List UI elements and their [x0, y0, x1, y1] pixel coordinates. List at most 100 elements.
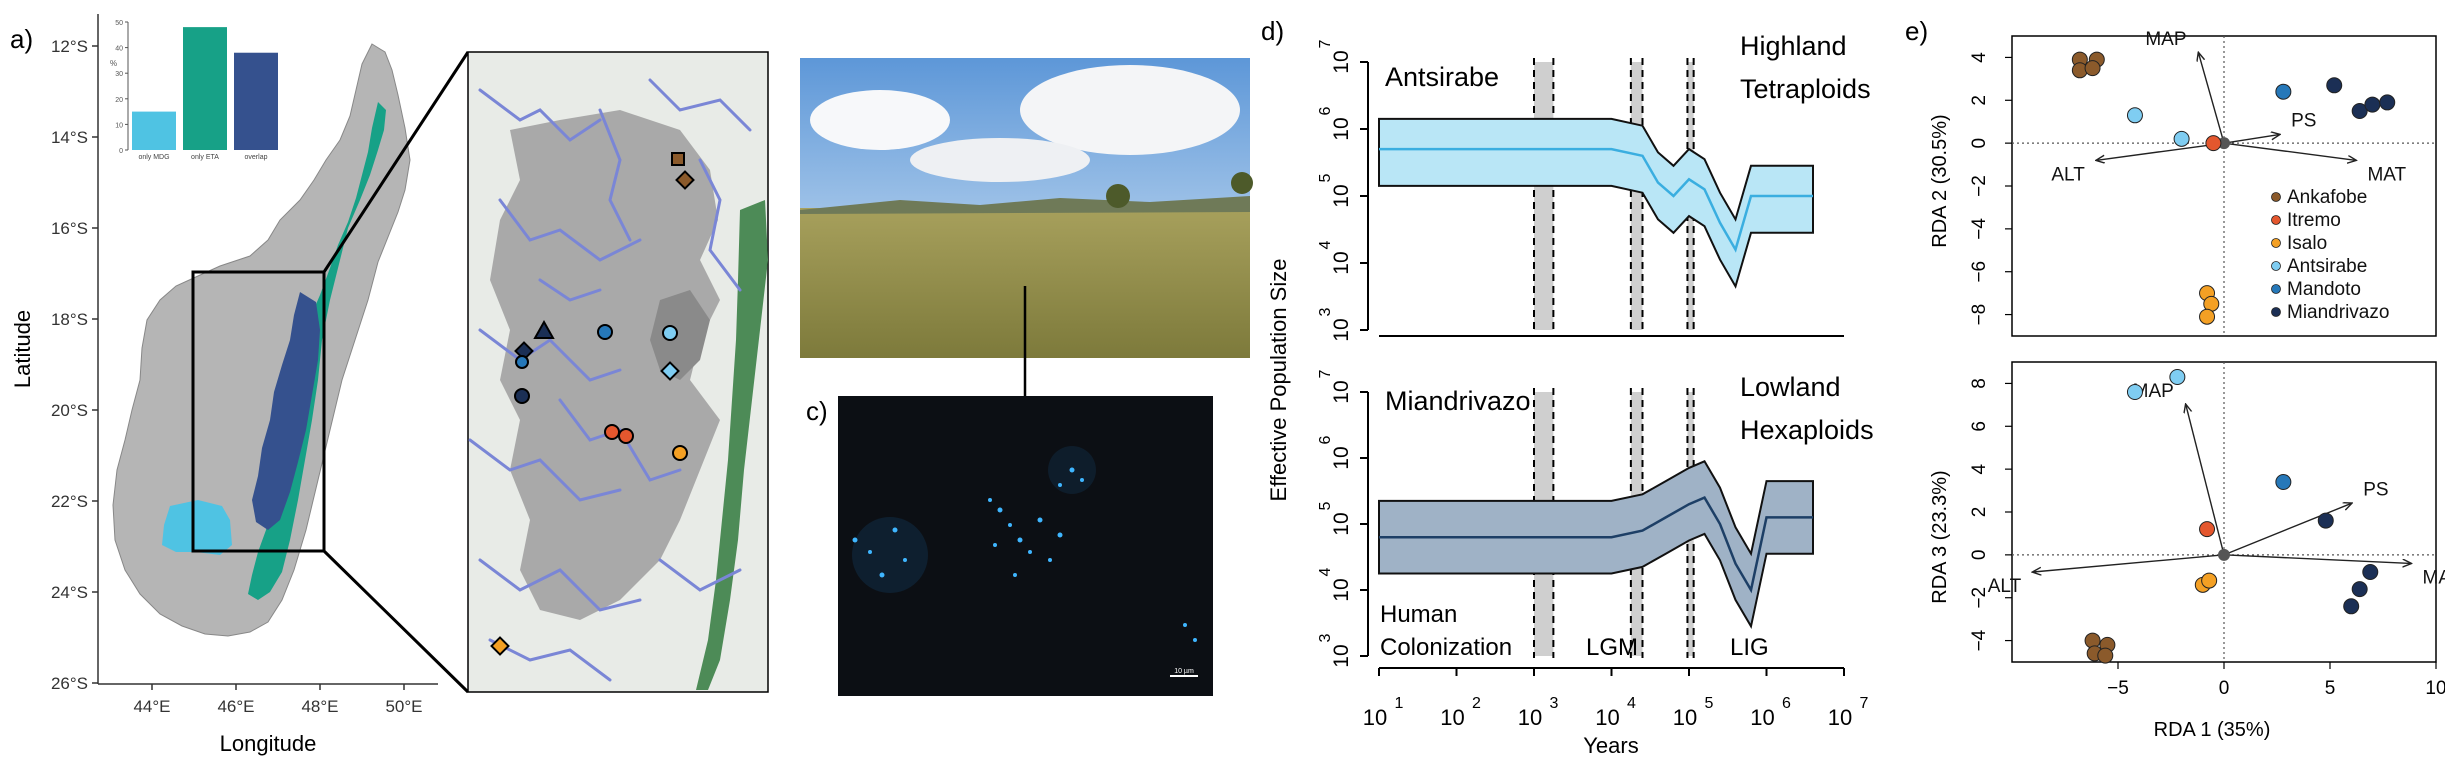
- rda-vector-label: MAP: [2145, 29, 2186, 50]
- rda-ytick-label: 4: [1969, 52, 1990, 63]
- site-isalo: [490, 636, 510, 656]
- lon-tick-label: 50°E: [385, 697, 422, 716]
- rda-xtick-label: 10: [2425, 678, 2445, 699]
- lon-tick-label: 44°E: [133, 697, 170, 716]
- top-group-line-2: Tetraploids: [1740, 74, 1871, 104]
- site-miandrivazo-2: [514, 388, 530, 404]
- rda-ytick-label: 0: [1969, 138, 1990, 149]
- rda-ytick-label: −4: [1969, 218, 1990, 240]
- rda-point-miandrivazo: [2317, 512, 2334, 529]
- d-ytick-exponent: 6: [1317, 106, 1334, 115]
- site-itremo-2: [618, 428, 634, 444]
- d-ytick-base: 10: [1330, 446, 1353, 469]
- rda-ytick-label: −4: [1969, 629, 1990, 651]
- d-ytick-exponent: 5: [1317, 501, 1334, 510]
- lat-tick-label: 22°S: [51, 492, 88, 511]
- bottom-group-line-1: Lowland: [1740, 372, 1841, 402]
- rda-point-antsirabe: [2126, 107, 2143, 124]
- d-ytick-exponent: 4: [1317, 567, 1334, 576]
- rda-xlabel: RDA 1 (35%): [2154, 719, 2271, 741]
- d-xtick-base: 10: [1440, 705, 1464, 730]
- ne-median-line: [1379, 496, 1813, 594]
- inset-ytick-label: 30: [115, 71, 123, 78]
- cloud: [810, 90, 950, 150]
- mdg-range: [162, 500, 232, 555]
- inset-category-label: only MDG: [138, 154, 169, 161]
- d-xtick-exponent: 4: [1627, 695, 1636, 712]
- site-miandrivazo-circle: [515, 355, 529, 369]
- d-ytick-exponent: 7: [1317, 369, 1334, 378]
- panel-label-a: a): [10, 24, 33, 54]
- rda-top-ylabel: RDA 2 (30.5%): [1929, 114, 1951, 247]
- lat-tick-label: 14°S: [51, 128, 88, 147]
- rda-origin: [2218, 137, 2230, 150]
- tree: [1231, 172, 1253, 194]
- rda-plot-bottom: 8 6 4 2 0 −2 −4 MAP PS ALT MAT −5 0 5 10: [1969, 361, 2445, 699]
- rda-ytick-label: −8: [1969, 304, 1990, 326]
- event-band: [1534, 62, 1554, 330]
- rda-vector-ps: [2223, 503, 2351, 556]
- rda-ytick-label: 6: [1969, 421, 1990, 432]
- zoom-connector-bottom: [322, 549, 470, 694]
- inset-map: [467, 51, 769, 693]
- lat-tick-label: 20°S: [51, 401, 88, 420]
- event-human-line-1: Human: [1380, 601, 1457, 628]
- rda-point-isalo: [2199, 308, 2216, 325]
- highland-area: [490, 110, 720, 620]
- rda-vector-label: MAP: [2133, 381, 2174, 402]
- savanna-photo: [800, 58, 1253, 358]
- inset-ylabel: %: [110, 59, 117, 68]
- panel-e: e) 4 2 0 −2 −4 −6 −8 MAP PS ALT MAT 8 6 4 2 0 −2 −4 MAP PS…: [1905, 16, 2445, 741]
- d-ytick-base: 10: [1330, 380, 1353, 403]
- rda-point-antsirabe: [2126, 384, 2143, 400]
- rda-point-antsirabe: [2173, 130, 2190, 147]
- inset-ytick-label: 10: [115, 122, 123, 129]
- rda-vector-alt: [2097, 142, 2225, 160]
- d-xtick-base: 10: [1828, 705, 1852, 730]
- ne-confidence-band: [1378, 117, 1814, 289]
- demography-plot-bottom: 10 7 10 6 10 5 10 4 10 3 10 1 10 2 10 3 10 4 10 5 10 6 10 7: [1317, 369, 1869, 730]
- rda-point-itremo: [2199, 521, 2216, 538]
- rda-vector-map: [2186, 405, 2225, 556]
- rda-point-mandoto: [2275, 83, 2292, 100]
- rda-point-mandoto: [2275, 474, 2292, 490]
- panel-label-d: d): [1261, 16, 1284, 46]
- site-miandrivazo-triangle: [533, 319, 555, 339]
- event-band: [1630, 62, 1643, 330]
- map-xlabel: Longitude: [220, 731, 317, 756]
- madagascar-landmass: [112, 43, 411, 637]
- rda-ytick-label: 0: [1969, 550, 1990, 561]
- zoom-rectangle: [191, 270, 326, 553]
- inset-bar: [183, 27, 227, 150]
- top-population-title: Antsirabe: [1385, 62, 1499, 92]
- d-ytick-exponent: 5: [1317, 173, 1334, 182]
- site-mandoto: [597, 324, 613, 340]
- rda-point-miandrivazo: [2326, 77, 2343, 94]
- legend-label-mandoto: Mandoto: [2287, 279, 2361, 300]
- site-miandrivazo-diamond: [514, 341, 534, 361]
- inset-bar: [234, 52, 278, 150]
- d-xtick-exponent: 3: [1550, 695, 1559, 712]
- cloud: [910, 138, 1090, 182]
- d-xtick-exponent: 5: [1705, 695, 1714, 712]
- longitude-ticks: 44°E 46°E 48°E 50°E: [133, 684, 423, 716]
- inset-bar: [132, 111, 176, 150]
- rda-point-miandrivazo: [2351, 581, 2368, 598]
- inset-ytick-label: 20: [115, 97, 123, 104]
- panel-label-e: e): [1905, 16, 1928, 46]
- rda-point-ankafobe: [2097, 647, 2114, 664]
- legend-label-miandrivazo: Miandrivazo: [2287, 302, 2389, 323]
- rda-ytick-label: 2: [1969, 507, 1990, 518]
- d-ylabel: Effective Population Size: [1266, 259, 1291, 502]
- rda-ytick-label: −2: [1969, 175, 1990, 197]
- inset-ytick-label: 0: [119, 148, 123, 155]
- site-ankafobe-1: [671, 152, 685, 166]
- inset-ytick-label: 50: [115, 20, 123, 27]
- legend-label-isalo: Isalo: [2287, 233, 2327, 254]
- panel-d: d) 10 7 10 6 10 5 10 4 10 3 10 7 10 6 10 5 10 4 10 3 10 1 10 2…: [1261, 16, 1874, 758]
- d-ytick-base: 10: [1330, 512, 1353, 535]
- lon-tick-label: 48°E: [301, 697, 338, 716]
- event-lgm: LGM: [1586, 634, 1638, 661]
- rda-vector-label: PS: [2363, 479, 2388, 500]
- rda-vector-mat: [2223, 142, 2355, 160]
